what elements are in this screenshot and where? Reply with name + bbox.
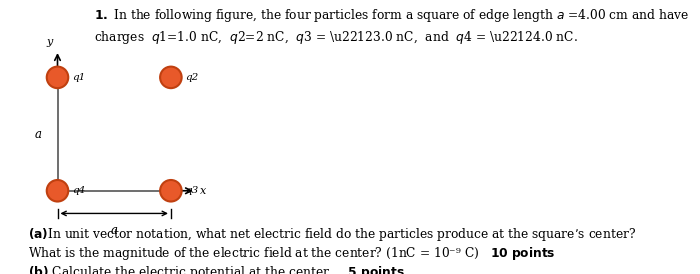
Text: y: y [46, 37, 52, 47]
Circle shape [160, 180, 182, 202]
Text: q4: q4 [71, 186, 85, 195]
Circle shape [47, 180, 69, 202]
Text: q3: q3 [185, 186, 198, 195]
Text: a: a [35, 128, 42, 141]
Text: What is the magnitude of the electric field at the center? (1nC = 10⁻⁹ C)   $\ma: What is the magnitude of the electric fi… [28, 245, 556, 262]
Circle shape [47, 67, 69, 88]
Text: x: x [200, 186, 206, 196]
Text: q2: q2 [185, 73, 198, 82]
Text: q1: q1 [71, 73, 85, 82]
Circle shape [160, 67, 182, 88]
Text: $\mathbf{1.}$ In the following figure, the four particles form a square of edge : $\mathbf{1.}$ In the following figure, t… [94, 7, 690, 24]
Text: charges  $\it{q}$1=1.0 nC,  $\it{q}$2=2 nC,  $\it{q}$3 = \u22123.0 nC,  and  $\i: charges $\it{q}$1=1.0 nC, $\it{q}$2=2 nC… [94, 29, 578, 46]
Text: $\mathbf{(a)}$In unit vector notation, what net electric field do the particles : $\mathbf{(a)}$In unit vector notation, w… [28, 226, 636, 243]
Text: a: a [111, 224, 118, 237]
Text: $\mathbf{(b)}$ Calculate the electric potential at the center.    $\mathbf{5\ po: $\mathbf{(b)}$ Calculate the electric po… [28, 264, 405, 274]
